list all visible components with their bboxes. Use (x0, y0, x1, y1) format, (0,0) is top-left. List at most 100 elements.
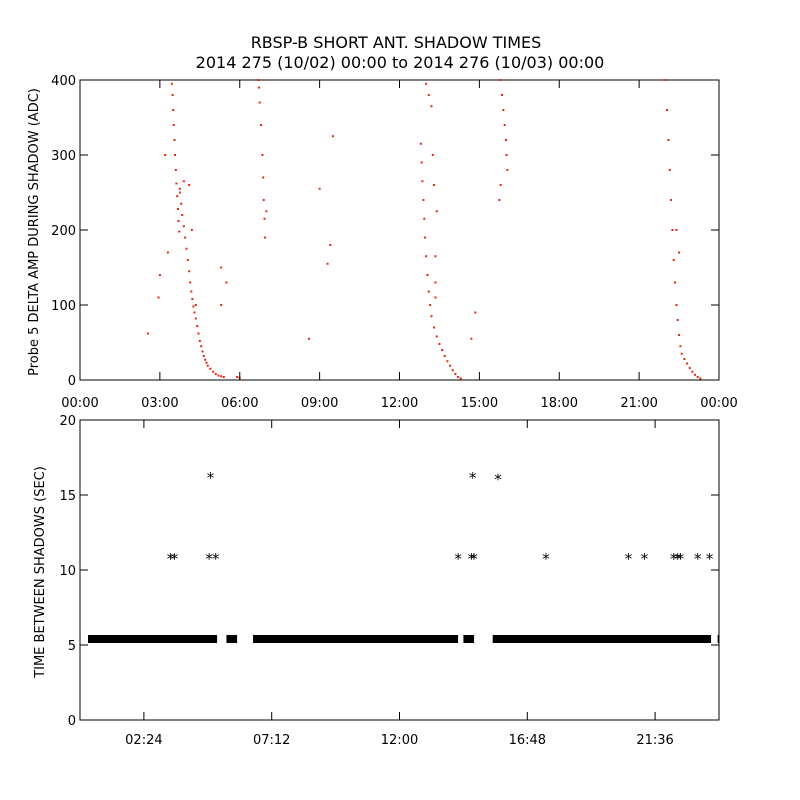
data-point (174, 169, 177, 171)
data-point (185, 247, 188, 250)
band-segment (492, 635, 712, 643)
data-point (326, 262, 329, 265)
data-point (672, 259, 675, 261)
data-point (419, 142, 422, 145)
y-tick-label: 20 (59, 414, 76, 429)
data-point (670, 199, 673, 201)
data-point (676, 319, 679, 321)
data-point (675, 229, 678, 231)
data-point (264, 236, 267, 239)
data-point (263, 217, 266, 220)
data-point (433, 184, 436, 186)
band-segment (717, 635, 719, 643)
data-point (178, 187, 181, 190)
chart-title: RBSP-B SHORT ANT. SHADOW TIMES (251, 33, 542, 52)
data-point (329, 244, 332, 246)
data-point (190, 229, 193, 231)
x-tick-label: 12:00 (381, 396, 418, 411)
data-point (506, 169, 509, 171)
bottom-band (87, 635, 719, 643)
data-point (178, 230, 181, 233)
data-point (205, 361, 208, 364)
data-point (198, 340, 201, 342)
data-point (434, 281, 437, 284)
bottom-y-axis-label: TIME BETWEEN SHADOWS (SEC) (33, 466, 48, 679)
data-point (438, 343, 441, 345)
data-point: * (670, 550, 678, 568)
data-point (262, 176, 265, 179)
data-point: * (167, 550, 175, 568)
data-point (446, 360, 449, 363)
y-tick-label: 0 (68, 374, 76, 389)
x-tick-label: 09:00 (301, 396, 338, 411)
data-point (181, 214, 184, 216)
data-point (331, 135, 334, 138)
data-point (194, 317, 197, 320)
data-point (430, 315, 433, 318)
data-point (425, 255, 428, 258)
data-point (429, 304, 432, 306)
data-point (668, 169, 671, 171)
data-point (182, 180, 185, 183)
data-point (505, 139, 507, 141)
data-point: * (205, 550, 213, 568)
data-point: * (694, 550, 702, 568)
data-point (214, 373, 217, 375)
x-tick-label: 18:00 (541, 396, 578, 411)
data-point (262, 199, 265, 201)
data-point (679, 345, 682, 348)
data-point (222, 376, 225, 378)
data-point (459, 377, 462, 380)
data-point (177, 220, 180, 222)
data-point (158, 274, 161, 276)
data-point (189, 281, 192, 284)
data-point (225, 281, 228, 284)
data-point (503, 124, 506, 126)
data-point (172, 124, 175, 126)
data-point (449, 364, 452, 367)
data-point (201, 350, 204, 353)
data-point (683, 358, 686, 360)
band-segment (253, 635, 459, 643)
x-tick-label: 02:24 (125, 733, 162, 748)
data-point (474, 311, 477, 314)
data-point (420, 161, 423, 164)
data-point (188, 270, 191, 273)
x-tick-label: 16:48 (509, 733, 546, 748)
data-point (176, 195, 179, 198)
data-point (674, 281, 677, 284)
data-point (261, 154, 264, 156)
data-point (678, 334, 681, 336)
x-tick-label: 03:00 (141, 396, 178, 411)
data-point (699, 377, 702, 380)
data-point (186, 259, 189, 261)
band-segment (87, 635, 218, 643)
data-point (505, 154, 508, 156)
data-point (202, 355, 205, 357)
data-point (157, 296, 160, 299)
data-point (502, 109, 505, 111)
data-point (180, 202, 183, 205)
top-y-axis-label: Probe 5 DELTA AMP DURING SHADOW (ADC) (27, 88, 42, 376)
data-point (265, 210, 268, 213)
data-point (206, 364, 209, 367)
band-segment (463, 635, 475, 643)
data-point (667, 139, 670, 141)
data-point (441, 349, 444, 351)
data-point (671, 229, 674, 231)
data-point (423, 217, 426, 220)
data-point (176, 208, 179, 210)
top-ticks: 00:00 03:00 06:00 09:00 12:00 15:00 18:00 21:00… (51, 74, 738, 411)
y-tick-label: 15 (59, 489, 76, 504)
y-tick-label: 300 (51, 149, 76, 164)
data-point: * (470, 550, 478, 568)
data-point (197, 332, 200, 335)
bottom-points: **** * * *** ** * * *** * * (167, 469, 714, 568)
data-point (686, 362, 689, 365)
band-segment (226, 635, 238, 643)
y-tick-label: 0 (68, 714, 76, 729)
data-point (501, 94, 504, 96)
data-point (678, 251, 681, 254)
top-plot-frame (79, 79, 720, 381)
